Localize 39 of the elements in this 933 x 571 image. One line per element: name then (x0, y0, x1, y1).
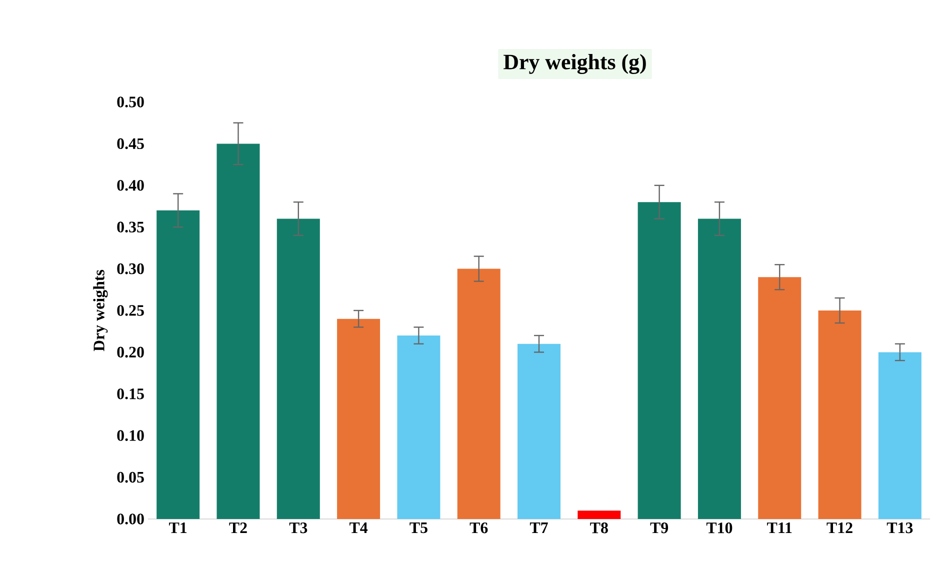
bar (578, 510, 621, 519)
y-tick-label: 0.25 (117, 305, 144, 316)
y-tick-label: 0.35 (117, 222, 144, 232)
x-tick-label: T10 (706, 522, 732, 534)
x-tick-label: T7 (530, 522, 548, 533)
bar (758, 277, 802, 519)
bar (518, 344, 561, 519)
x-tick-label: T13 (886, 522, 913, 534)
x-tick-label: T8 (590, 522, 608, 534)
bar (397, 336, 440, 519)
bar (457, 268, 500, 519)
bar (276, 218, 320, 519)
x-tick-label: T6 (470, 522, 488, 534)
y-tick-label: 0.30 (117, 263, 144, 274)
x-tick-label: T3 (289, 522, 308, 534)
y-tick-label: 0.45 (117, 138, 144, 150)
chart-title: Dry weights (g) (504, 54, 646, 74)
x-tick-label: T12 (826, 522, 852, 534)
y-axis-title: Dry weights (93, 270, 108, 352)
x-tick-label: T4 (349, 522, 368, 533)
bar (698, 218, 741, 519)
x-tick-label: T2 (229, 522, 247, 534)
bar (638, 202, 681, 519)
y-tick-label: 0.00 (117, 514, 144, 524)
bar (818, 310, 862, 519)
bar (337, 318, 380, 519)
bar (216, 144, 260, 519)
x-tick-label: T1 (169, 522, 187, 534)
bar (878, 352, 922, 519)
y-tick-label: 0.50 (117, 96, 144, 108)
y-tick-label: 0.40 (117, 180, 144, 191)
y-tick-label: 0.15 (117, 388, 144, 400)
y-tick-label: 0.10 (117, 430, 144, 441)
y-tick-label: 0.05 (117, 472, 144, 483)
x-tick-label: T11 (767, 522, 792, 534)
x-tick-label: T5 (410, 522, 428, 534)
x-tick-label: T9 (650, 522, 668, 534)
bar (156, 210, 200, 519)
y-tick-label: 0.20 (117, 346, 144, 358)
